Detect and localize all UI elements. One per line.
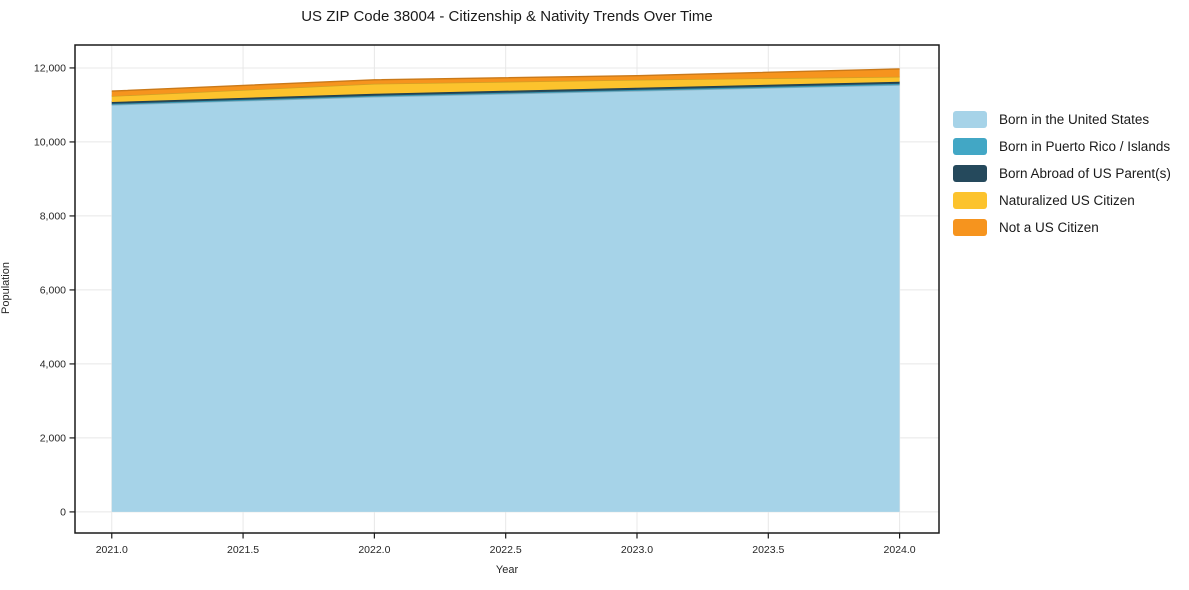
y-tick-label: 6,000 [40,284,66,296]
legend-swatch-not-citizen-icon [953,219,987,236]
area-series [111,81,900,104]
x-tick-label: 2021.0 [96,544,128,556]
x-axis-label: Year [495,564,519,576]
legend: Born in the United States Born in Puerto… [953,106,1171,241]
y-tick-label: 8,000 [40,210,66,222]
x-tick-label: 2022.5 [490,544,522,556]
legend-swatch-puerto-rico-icon [953,138,987,155]
area-series [111,76,900,102]
legend-item: Born in Puerto Rico / Islands [953,133,1171,160]
area-series [111,85,900,512]
legend-label: Born in the United States [999,112,1150,127]
legend-item: Born Abroad of US Parent(s) [953,160,1171,187]
x-tick-label: 2022.0 [358,544,390,556]
area-series [111,68,900,97]
legend-label: Not a US Citizen [999,220,1099,235]
legend-item: Naturalized US Citizen [953,187,1171,214]
legend-label: Naturalized US Citizen [999,193,1135,208]
x-tick-label: 2024.0 [884,544,916,556]
y-tick-label: 0 [60,506,66,518]
chart-title: US ZIP Code 38004 - Citizenship & Nativi… [301,8,713,25]
y-tick-label: 2,000 [40,432,66,444]
legend-item: Born in the United States [953,106,1171,133]
legend-label: Born Abroad of US Parent(s) [999,166,1171,181]
area-series [111,83,900,105]
legend-swatch-born-us-icon [953,111,987,128]
legend-item: Not a US Citizen [953,214,1171,241]
y-tick-label: 12,000 [34,62,66,74]
legend-label: Born in Puerto Rico / Islands [999,139,1171,154]
y-tick-label: 4,000 [40,358,66,370]
x-tick-label: 2021.5 [227,544,259,556]
x-tick-label: 2023.0 [621,544,653,556]
legend-swatch-born-abroad-icon [953,165,987,182]
x-tick-label: 2023.5 [752,544,784,556]
legend-swatch-naturalized-icon [953,192,987,209]
y-tick-label: 10,000 [34,136,66,148]
